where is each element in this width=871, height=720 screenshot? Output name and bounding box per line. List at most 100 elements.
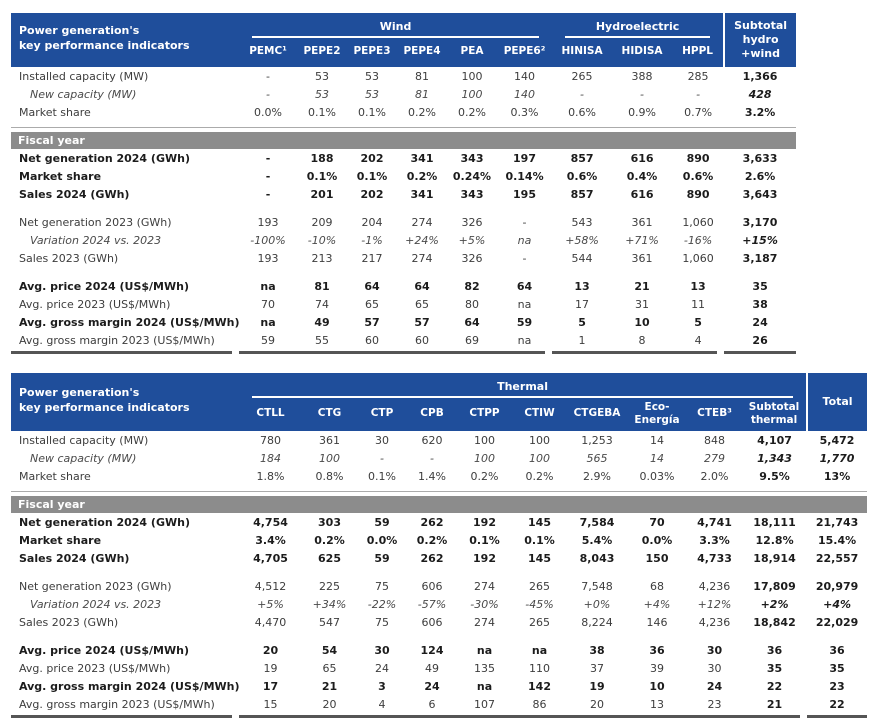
thermal-kpi-table: Power generation's key performance indic… xyxy=(11,373,868,713)
cell-value: 890 xyxy=(686,151,710,165)
column-header: PEMC¹ xyxy=(239,38,297,67)
cell-value: 195 xyxy=(513,187,536,201)
cell-value: 0.2% xyxy=(458,105,486,119)
row-label: Avg. price 2023 (US$/MWh) xyxy=(19,297,171,311)
row-label: Net generation 2023 (GWh) xyxy=(19,579,172,593)
row-label: Variation 2024 vs. 2023 xyxy=(30,233,162,247)
table-row: Avg. gross margin 2024 (US$/MWh) na 49 57 57… xyxy=(11,313,796,331)
row-label: Net generation 2024 (GWh) xyxy=(19,151,190,165)
cell-value: 75 xyxy=(375,615,389,629)
cell-value: 0.0% xyxy=(641,533,673,547)
wind-hydro-table-section: Power generation's key performance indic… xyxy=(11,13,871,354)
table-row: Market share 0.0% 0.1% 0.1% 0.2% 0.2% 0.3% 0.6%… xyxy=(11,103,796,121)
wind-hydro-kpi-table: Power generation's key performance indic… xyxy=(11,13,797,349)
table-row: Variation 2024 vs. 2023 +5% +34% -22% -57% -3… xyxy=(11,595,867,613)
cell-value: 81 xyxy=(314,279,330,293)
cell-value: 188 xyxy=(310,151,334,165)
cell-value: 0.0% xyxy=(366,533,398,547)
cell-value: 22 xyxy=(829,697,845,711)
table-bottom-border xyxy=(11,351,871,354)
cell-value: 202 xyxy=(360,187,384,201)
group-header-row: Power generation's key performance indic… xyxy=(11,373,868,432)
table-row: Net generation 2024 (GWh) - 188 202 341 343 19… xyxy=(11,149,796,167)
cell-value: 64 xyxy=(364,279,380,293)
cell-value: 8,224 xyxy=(581,615,613,629)
row-label: Market share xyxy=(19,533,102,547)
column-header: PEA xyxy=(447,38,497,67)
cell-value: 5,472 xyxy=(819,433,855,447)
cell-value: 36 xyxy=(649,643,665,657)
cell-value: 1,343 xyxy=(757,451,792,465)
cell-value: 0.1% xyxy=(524,533,555,547)
cell-value: 0.1% xyxy=(368,469,396,483)
table-row: Avg. price 2023 (US$/MWh) 70 74 65 65 80 na 17 3… xyxy=(11,295,796,313)
cell-value: - xyxy=(265,187,271,201)
table-bottom-border xyxy=(11,715,871,719)
cell-value: 100 xyxy=(461,69,483,83)
cell-value: 3,643 xyxy=(742,187,778,201)
border-segment xyxy=(807,715,867,719)
cell-value: -22% xyxy=(367,597,397,611)
cell-value: 19 xyxy=(263,661,278,675)
column-header: CTG xyxy=(302,398,357,432)
cell-value: 4,470 xyxy=(254,615,287,629)
cell-value: 1.8% xyxy=(256,469,285,483)
cell-value: 8 xyxy=(638,333,646,347)
section-band-label: Fiscal year xyxy=(11,496,868,514)
spacer xyxy=(11,567,867,577)
cell-value: 17 xyxy=(262,679,279,693)
cell-value: 4,107 xyxy=(757,433,792,447)
table-row: Net generation 2023 (GWh) 4,512 225 75 606 27… xyxy=(11,577,867,595)
cell-value: 59 xyxy=(374,515,390,529)
cell-value: 30 xyxy=(374,643,390,657)
cell-value: 12.8% xyxy=(755,533,794,547)
cell-value: 20 xyxy=(262,643,279,657)
cell-value: 217 xyxy=(361,251,383,265)
cell-value: 1.4% xyxy=(418,469,446,483)
table-body: Installed capacity (MW) -53 53 81 100 140 265 3… xyxy=(11,67,797,349)
cell-value: 24 xyxy=(752,315,768,329)
cell-value: 21,743 xyxy=(815,515,859,529)
column-header: CPB xyxy=(407,398,457,432)
table-body: Installed capacity (MW) 780 361 30 620 100 100… xyxy=(11,431,868,713)
column-header: Eco- Energía xyxy=(627,398,687,432)
cell-value: 0.6% xyxy=(568,105,597,119)
spacer xyxy=(11,267,796,277)
cell-value: - xyxy=(522,215,527,229)
cell-value: 3.4% xyxy=(255,533,286,547)
cell-value: na xyxy=(517,297,532,311)
cell-value: 64 xyxy=(516,279,533,293)
cell-value: 53 xyxy=(315,87,329,101)
cell-value: 201 xyxy=(310,187,334,201)
cell-value: 150 xyxy=(645,551,669,565)
cell-value: 341 xyxy=(410,187,434,201)
cell-value: 26 xyxy=(752,333,768,347)
cell-value: 145 xyxy=(528,551,551,565)
cell-value: 0.14% xyxy=(505,169,544,183)
table-row: Sales 2023 (GWh) 4,470 547 75 606 274 265 8,224… xyxy=(11,613,867,631)
cell-value: 68 xyxy=(650,579,664,593)
cell-value: -45% xyxy=(525,597,554,611)
cell-value: 13% xyxy=(823,469,851,483)
cell-value: 428 xyxy=(748,87,772,101)
table-row: Sales 2024 (GWh) 4,705 625 59 262 192 145 8,043… xyxy=(11,549,867,567)
cell-value: +5% xyxy=(458,233,486,247)
column-group-header: Thermal xyxy=(239,373,808,398)
cell-value: - xyxy=(696,87,701,101)
cell-value: +34% xyxy=(312,597,347,611)
cell-value: 2.6% xyxy=(744,169,776,183)
table-row: Avg. price 2024 (US$/MWh) 20 54 30 124 na na 38… xyxy=(11,641,867,659)
column-header: Subtotal hydro +wind xyxy=(723,13,797,67)
cell-value: 274 xyxy=(474,615,495,629)
cell-value: 1,366 xyxy=(742,69,778,83)
cell-value: +0% xyxy=(583,597,611,611)
cell-value: 19 xyxy=(589,679,605,693)
cell-value: 3 xyxy=(378,679,386,693)
cell-value: 18,111 xyxy=(753,515,796,529)
row-label: Net generation 2023 (GWh) xyxy=(19,215,172,229)
cell-value: 606 xyxy=(421,615,443,629)
cell-value: 4,236 xyxy=(698,615,731,629)
cell-value: - xyxy=(522,251,527,265)
cell-value: 848 xyxy=(704,433,725,447)
cell-value: 1,770 xyxy=(819,451,855,465)
